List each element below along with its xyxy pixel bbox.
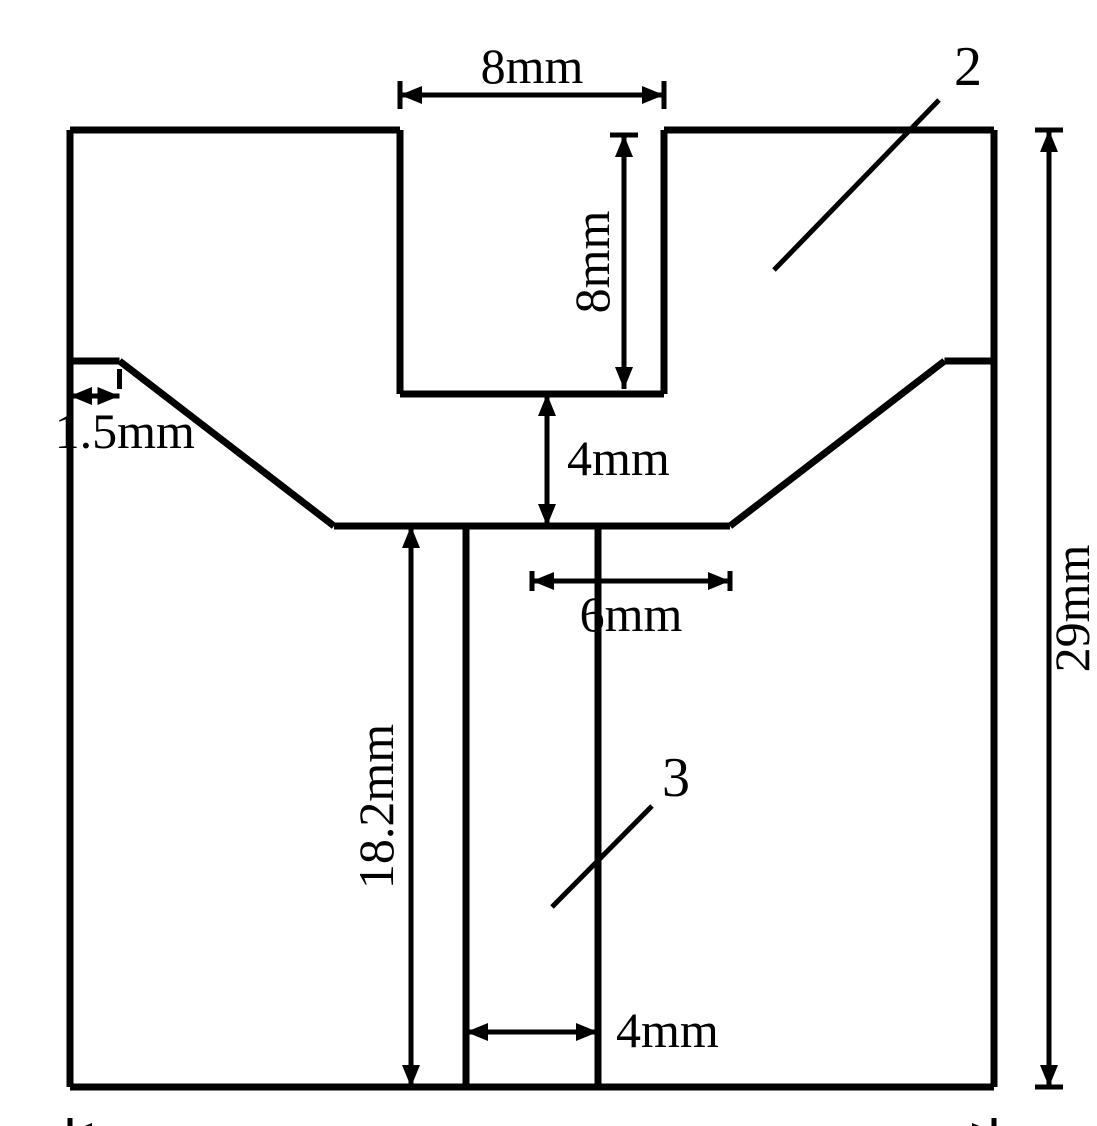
- dim-top-slot-width: 8mm: [481, 38, 584, 94]
- dim-top-slot-depth: 8mm: [564, 211, 620, 314]
- dim-stem-height: 18.2mm: [348, 724, 404, 889]
- dim-half-span: 6mm: [580, 586, 683, 642]
- dim-stem-width: 4mm: [616, 1002, 719, 1058]
- dim-outer-height: 29mm: [1044, 545, 1097, 673]
- callout-2: 2: [954, 36, 982, 98]
- callout-3: 3: [662, 747, 690, 809]
- dim-gap: 4mm: [567, 430, 670, 486]
- dim-shelf-width: 1.5mm: [55, 403, 195, 459]
